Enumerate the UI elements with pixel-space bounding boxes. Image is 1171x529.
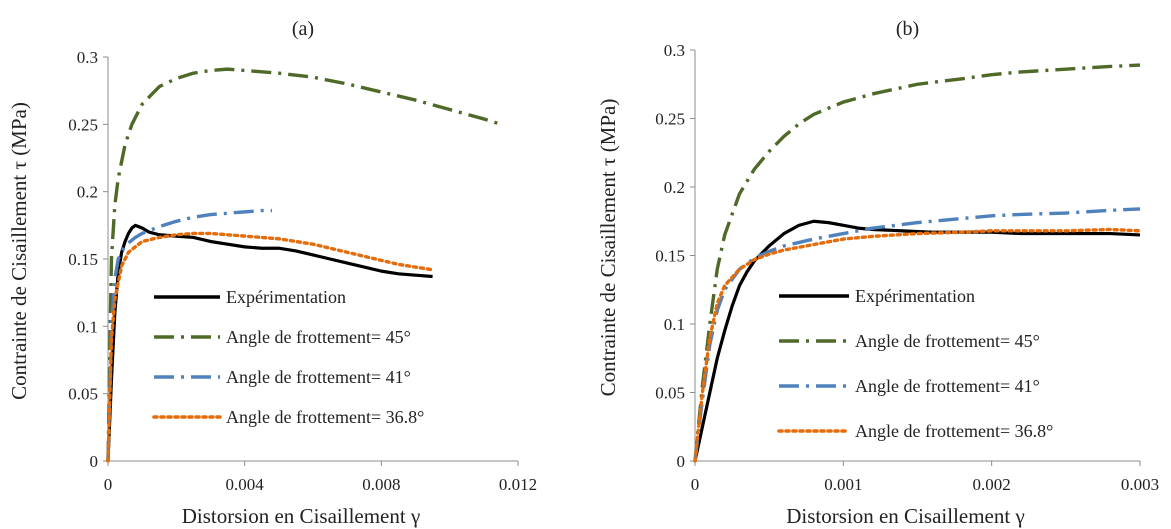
x-tick-label: 0.002 — [973, 475, 1011, 494]
chart-title: (a) — [292, 18, 314, 40]
y-tick-label: 0 — [90, 452, 99, 471]
chart-panel-b: 0 0.05 0.1 0.15 0.2 0.25 0.3 0 0.001 0.002 0.003 (b… — [596, 18, 1159, 528]
y-tick-label: 0.3 — [77, 48, 98, 67]
legend-label: Angle de frottement= 41° — [226, 367, 411, 387]
x-axis-title: Distorsion en Cisaillement γ — [182, 504, 421, 528]
y-tick-label: 0.25 — [68, 115, 98, 134]
x-tick-label: 0 — [691, 475, 700, 494]
legend-label: Expérimentation — [855, 286, 975, 306]
x-tick-label: 0.012 — [499, 475, 537, 494]
series-line-3 — [106, 231, 435, 463]
legend-label: Expérimentation — [226, 287, 346, 307]
series-line-2 — [106, 208, 272, 462]
y-tick-label: 0.15 — [655, 247, 685, 266]
legend-label: Angle de frottement= 45° — [226, 327, 411, 347]
y-tick-label: 0.2 — [77, 183, 98, 202]
x-tick-label: 0.001 — [824, 475, 862, 494]
y-tick-label: 0.25 — [655, 110, 685, 129]
y-axis-title: Contrainte de Cisaillement τ (MPa) — [596, 99, 620, 397]
chart-title: (b) — [896, 18, 919, 40]
y-axis-title: Contrainte de Cisaillement τ (MPa) — [7, 102, 31, 400]
y-tick-label: 0.05 — [655, 384, 685, 403]
legend-label: Angle de frottement= 36.8° — [855, 421, 1053, 441]
x-tick-label: 0.003 — [1121, 475, 1159, 494]
series-line-2 — [693, 207, 1141, 462]
y-tick-label: 0.05 — [68, 385, 98, 404]
x-tick-label: 0 — [104, 475, 113, 494]
y-tick-label: 0.2 — [664, 178, 685, 197]
legend-label: Angle de frottement= 41° — [855, 376, 1040, 396]
series-line-0 — [106, 223, 433, 462]
series-line-1 — [106, 67, 502, 462]
y-tick-label: 0.3 — [664, 41, 685, 60]
y-tick-label: 0.1 — [664, 315, 685, 334]
x-tick-label: 0.008 — [362, 475, 400, 494]
legend-label: Angle de frottement= 45° — [855, 331, 1040, 351]
series-line-3 — [693, 227, 1142, 463]
y-tick-label: 0.15 — [68, 250, 98, 269]
legend-label: Angle de frottement= 36.8° — [226, 407, 424, 427]
chart-panel-a: 0 0.05 0.1 0.15 0.2 0.25 0.3 0 0.004 0.008 0.012 (a… — [7, 18, 537, 528]
x-axis-title: Distorsion en Cisaillement γ — [786, 504, 1025, 528]
x-tick-label: 0.004 — [226, 475, 265, 494]
series-line-1 — [693, 63, 1141, 462]
y-tick-label: 0 — [677, 452, 686, 471]
y-tick-label: 0.1 — [77, 317, 98, 336]
